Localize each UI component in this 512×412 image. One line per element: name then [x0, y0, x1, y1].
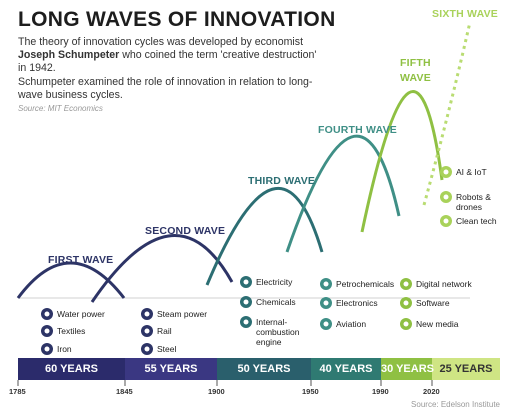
text: The theory of innovation cycles was deve…: [18, 36, 304, 48]
item-icon-glyph: [323, 281, 329, 287]
duration-segment: [432, 358, 500, 380]
item-label: Aviation: [336, 319, 367, 329]
wave-arc: [285, 134, 401, 253]
duration-label: 30 YEARS: [381, 363, 434, 375]
item-icon-glyph: [243, 319, 249, 325]
item-label: Steel: [157, 344, 177, 354]
wave-arc: [205, 187, 324, 286]
text: who coined the term 'creative destructio…: [18, 49, 317, 74]
item-label: Petrochemicals: [336, 279, 395, 289]
text: Schumpeter examined the role of innovati…: [18, 76, 313, 101]
item-label: Chemicals: [256, 297, 296, 307]
item-label: Textiles: [57, 326, 86, 336]
wave-arc: [90, 234, 234, 303]
wave-label: THIRD WAVE: [248, 175, 316, 187]
item-label: Robots & drones: [456, 192, 491, 212]
duration-label: 40 YEARS: [319, 363, 373, 375]
wave-label: FIFTH WAVE: [400, 57, 431, 84]
item-icon-glyph: [44, 346, 50, 352]
item-icon-glyph: [44, 311, 50, 317]
duration-segment: [18, 358, 125, 380]
item-icon-glyph: [443, 169, 449, 175]
item-icon-glyph: [243, 279, 249, 285]
duration-segment: [381, 358, 432, 380]
footer-source: Source: Edelson Institute: [411, 400, 500, 409]
item-label: New media: [416, 319, 459, 329]
year-label: 2020: [423, 387, 440, 396]
item-icon-glyph: [403, 300, 409, 306]
duration-label: 60 YEARS: [45, 363, 98, 375]
item-label: Water power: [57, 309, 105, 319]
item-label: Digital network: [416, 279, 472, 289]
item-icon-glyph: [144, 346, 150, 352]
duration-label: 50 YEARS: [237, 363, 291, 375]
duration-label: 25 YEARS: [439, 363, 493, 375]
item-icon-glyph: [323, 321, 329, 327]
item-label: Iron: [57, 344, 72, 354]
item-icon-glyph: [323, 300, 329, 306]
item-icon-glyph: [403, 321, 409, 327]
wave-label: FIRST WAVE: [48, 254, 114, 266]
duration-label: 55 YEARS: [144, 363, 198, 375]
item-icon-glyph: [144, 311, 150, 317]
item-icon-glyph: [144, 328, 150, 334]
duration-segment: [311, 358, 381, 380]
item-label: AI & IoT: [456, 167, 487, 177]
year-label: 1950: [302, 387, 319, 396]
item-icon-glyph: [44, 328, 50, 334]
item-label: Software: [416, 298, 450, 308]
year-label: 1785: [9, 387, 26, 396]
item-icon-glyph: [243, 299, 249, 305]
title: LONG WAVES OF INNOVATION: [18, 8, 336, 31]
year-label: 1900: [208, 387, 225, 396]
item-icon-glyph: [403, 281, 409, 287]
wave-label: FOURTH WAVE: [318, 124, 398, 136]
item-icon-glyph: [443, 218, 449, 224]
year-label: 1990: [372, 387, 389, 396]
wave-label: SECOND WAVE: [145, 225, 226, 237]
year-label: 1845: [116, 387, 133, 396]
item-label: Internal-combustion engine: [256, 317, 300, 347]
item-label: Electronics: [336, 298, 378, 308]
intro-paragraph: Schumpeter examined the role of innovati…: [18, 76, 318, 102]
wave-arc: [360, 90, 444, 233]
item-label: Electricity: [256, 277, 293, 287]
item-label: Steam power: [157, 309, 208, 319]
wave-arc-projected: [422, 21, 472, 206]
wave-arc: [16, 261, 126, 299]
duration-segment: [217, 358, 311, 380]
item-label: Clean tech: [456, 216, 497, 226]
source: Source: MIT Economics: [18, 104, 103, 113]
intro-paragraph: The theory of innovation cycles was deve…: [18, 36, 318, 75]
item-label: Rail: [157, 326, 172, 336]
text-bold: Joseph Schumpeter: [18, 49, 120, 61]
item-icon-glyph: [443, 194, 449, 200]
wave-label: SIXTH WAVE: [432, 8, 498, 20]
duration-segment: [125, 358, 217, 380]
